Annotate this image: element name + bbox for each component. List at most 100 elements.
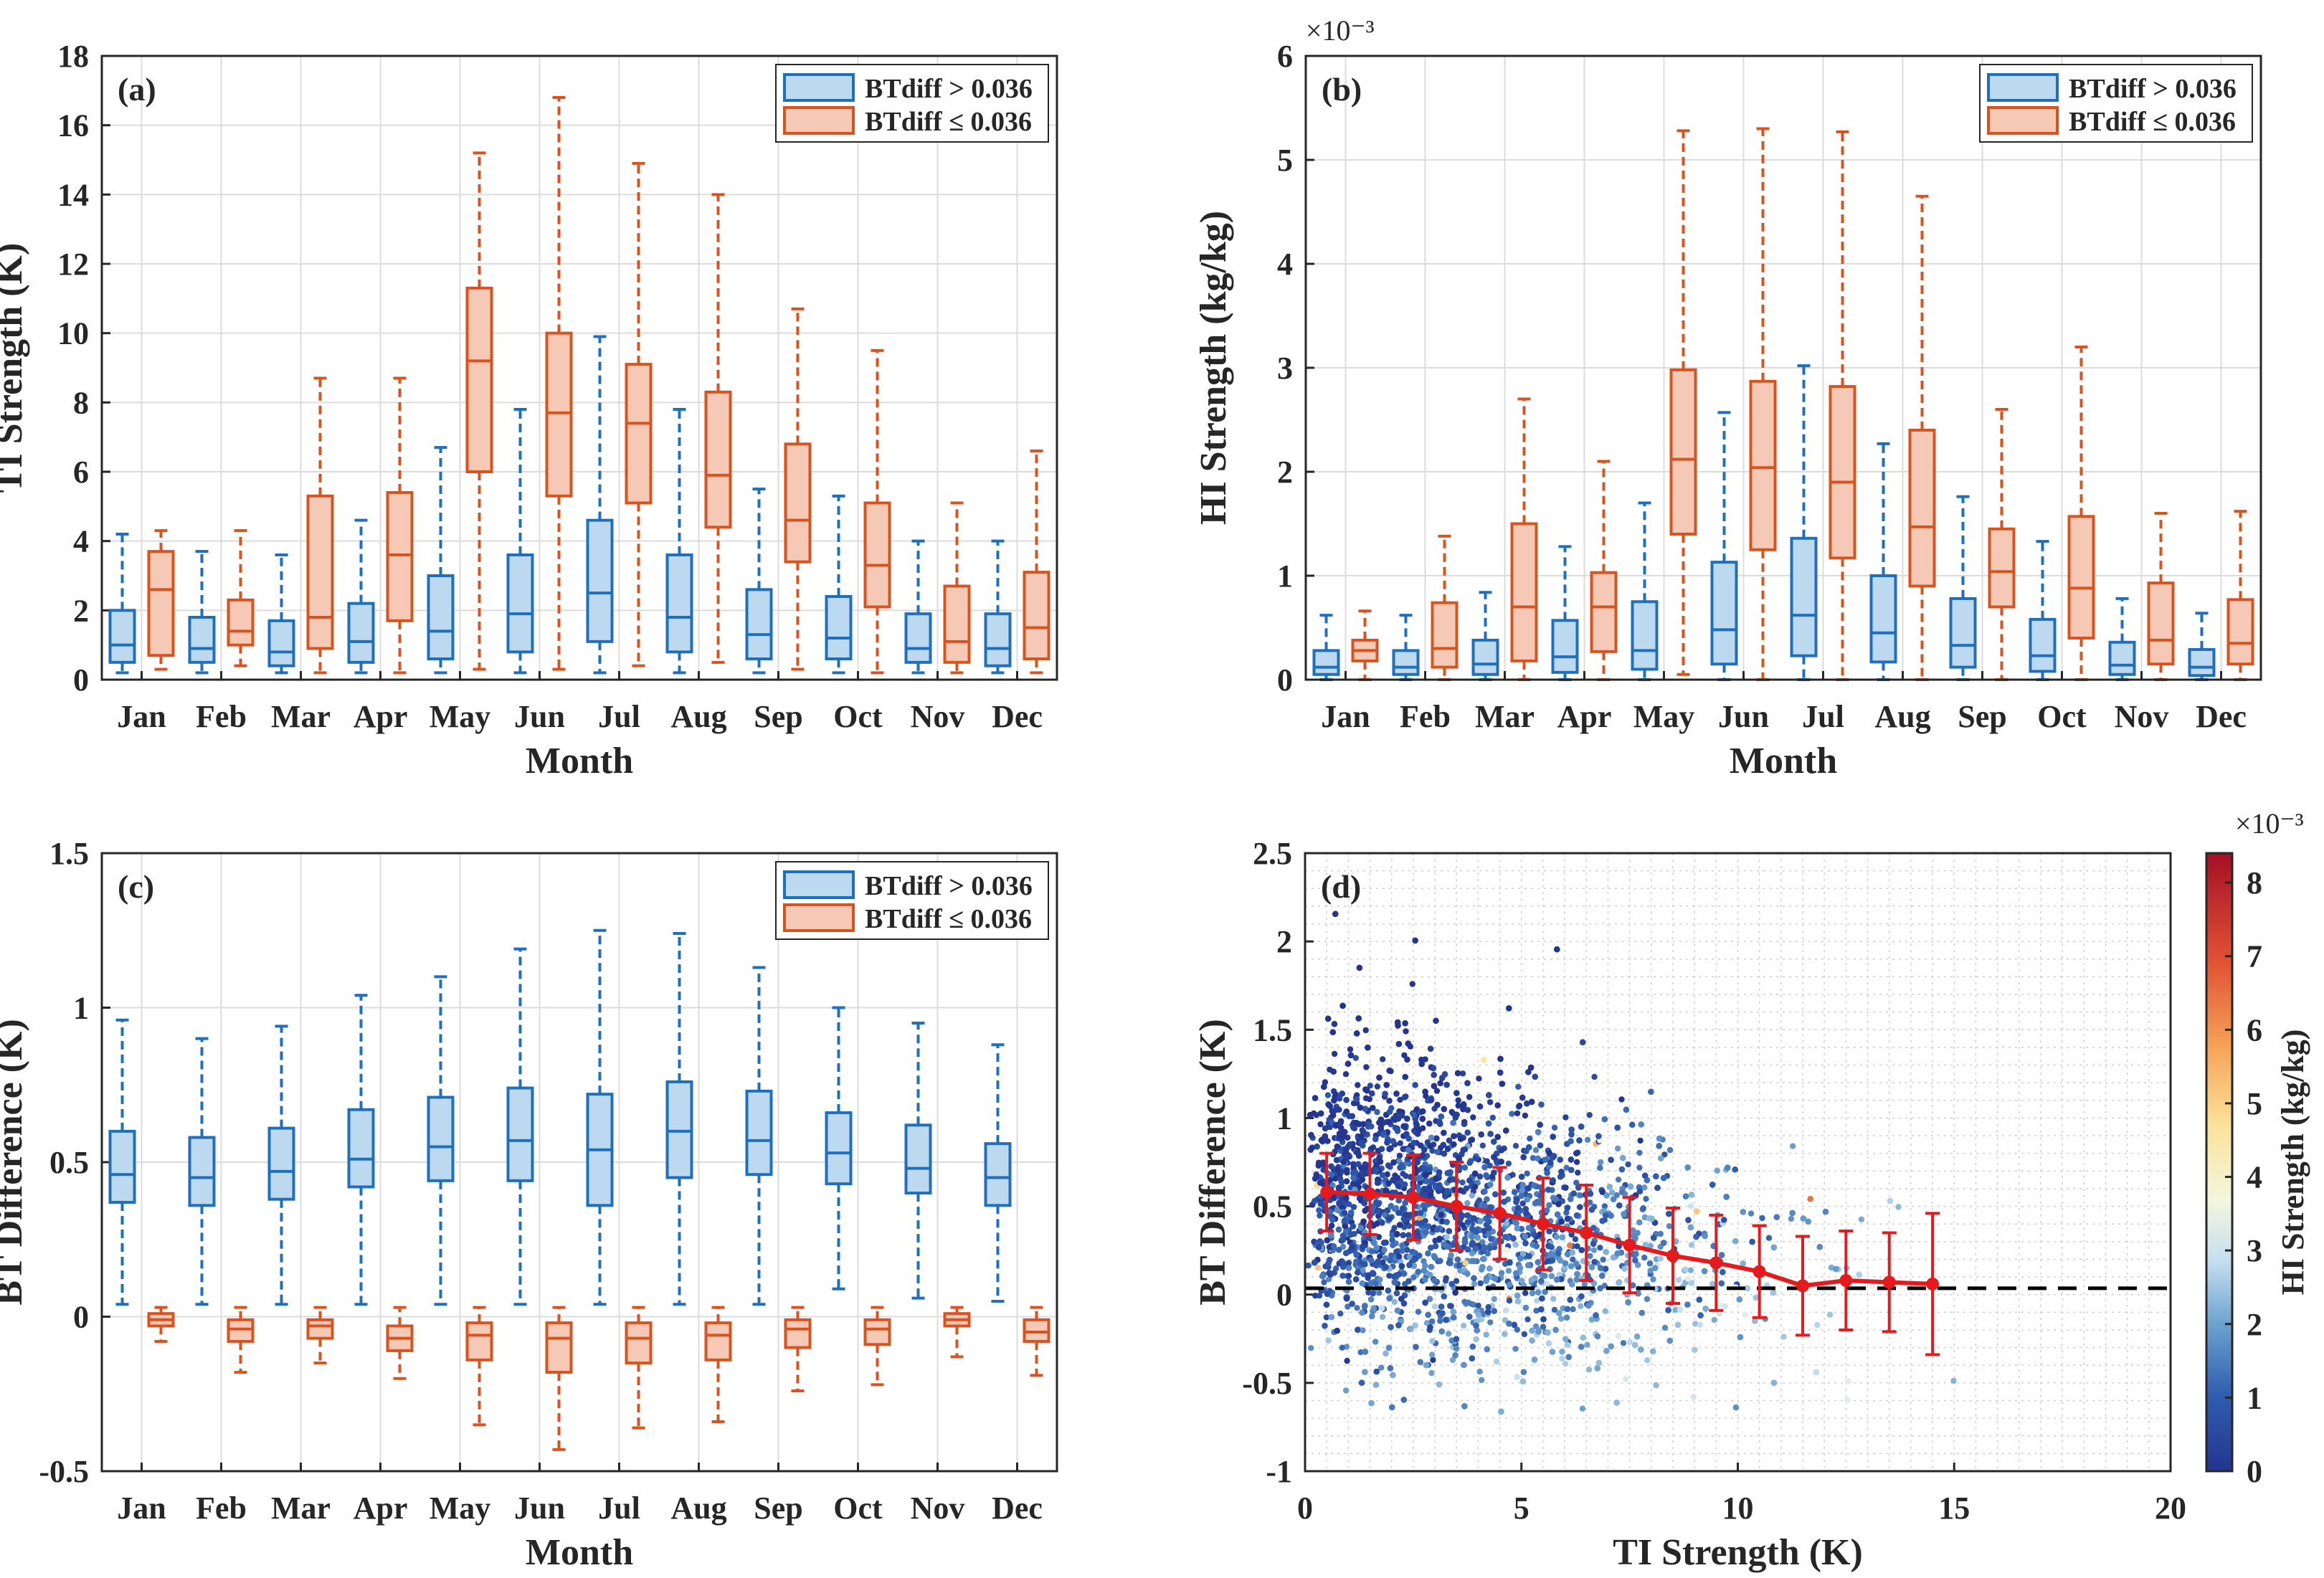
scatter-point [1326,1276,1332,1283]
scatter-point [1562,1114,1569,1121]
panel-b-grid [1306,55,2261,680]
scatter-point [1471,1280,1478,1288]
panel-d-ytick-label: -1 [1266,1454,1292,1489]
scatter-point [1313,1112,1320,1118]
scatter-point [1557,1316,1565,1322]
scatter-point [1551,1124,1558,1131]
box-blue-sep [1949,495,1977,681]
box-orange-sep [784,307,812,671]
scatter-point [1858,1216,1865,1223]
scatter-point [1426,1223,1432,1230]
scatter-point [1644,1357,1651,1364]
scatter-point [1598,1159,1604,1166]
scatter-point [1464,1199,1471,1207]
box-iqr [306,1318,334,1340]
scatter-point [1556,1271,1562,1278]
scatter-point [1826,1311,1834,1318]
panel-c-boxplot: -0.5 0 0.5 1 1.5 Jan Feb Mar Apr May Jun Jul Aug Sep… [0,836,1058,1573]
panel-c-boxes [108,928,1050,1451]
scatter-point [1570,1256,1576,1263]
scatter-point [1512,1346,1519,1352]
panel-c-legend-swatch-high [783,870,855,899]
scatter-point [1572,1236,1579,1242]
panel-a-label: (a) [118,71,156,108]
scatter-point [1401,1052,1408,1059]
box-iqr [465,286,493,473]
panel-d-ytick-label: 0.5 [1253,1189,1292,1225]
box-iqr [386,491,414,622]
scatter-point [1636,1149,1643,1156]
scatter-point [1514,1326,1520,1333]
scatter-point [1444,1146,1451,1153]
scatter-point [1332,1175,1339,1182]
box-iqr [188,1136,216,1207]
box-blue-jun [506,408,534,675]
panel-b-xtick-label: Feb [1400,699,1451,734]
panel-b-ytick-label: 1 [1277,559,1293,594]
scatter-point [1483,1331,1489,1338]
scatter-point [1650,1276,1656,1283]
panel-b-ytick-label: 3 [1277,351,1293,386]
box-orange-jul [625,1306,653,1430]
scatter-point [1527,1135,1533,1142]
box-iqr [2147,581,2175,666]
panel-a-ytick-label: 14 [57,177,89,212]
panel-a-xtick-label: Jan [117,699,166,734]
panel-d-y-tick-labels: -1 -0.5 0 0.5 1 1.5 2 2.5 [1242,836,1314,1489]
box-blue-jan [1312,614,1340,681]
scatter-point [1661,1324,1669,1331]
scatter-point [1615,1177,1622,1183]
panel-c-ytick-label: -0.5 [39,1454,89,1489]
panel-a-xtick-label: Oct [833,699,883,734]
box-blue-may [1631,501,1659,681]
box-orange-may [465,1306,493,1427]
scatter-point [1534,1298,1540,1304]
scatter-point [1385,1162,1392,1169]
scatter-point [1692,1321,1699,1327]
scatter-point [1690,1394,1697,1400]
scatter-point [1423,1320,1431,1326]
panel-d-xtick-label: 20 [2155,1491,2186,1526]
scatter-point [1532,1147,1540,1154]
box-orange-mar [1510,397,1538,681]
scatter-point [1540,1323,1547,1330]
scatter-point [1339,1243,1347,1250]
scatter-point [1389,1237,1395,1243]
box-blue-aug [1869,442,1897,681]
box-blue-sep [745,966,773,1306]
scatter-point [1579,1405,1586,1412]
scatter-point [1429,1147,1436,1154]
scatter-point [1374,1108,1380,1116]
scatter-point [1657,1230,1664,1237]
box-iqr [1510,522,1538,662]
panel-b-x-axis-label: Month [1730,741,1837,781]
scatter-point [1587,1253,1593,1260]
scatter-point [1550,1296,1557,1302]
scatter-point [1687,1267,1694,1274]
panel-c-ytick-label: 0 [73,1300,89,1335]
panel-a-xtick-label: Jul [598,699,640,734]
panel-d-ytick-label: 1.5 [1253,1012,1292,1047]
panel-b-xtick-label: Aug [1874,699,1930,734]
panel-b-ytick-label: 2 [1277,455,1293,490]
scatter-point [1484,1250,1491,1257]
scatter-point [1722,1303,1728,1310]
panel-a-legend-label-low: BTdiff ≤ 0.036 [865,107,1032,137]
box-iqr [2226,598,2254,666]
panel-b-ytick-label: 5 [1277,143,1293,178]
scatter-point [1479,1142,1486,1149]
scatter-point [1644,1296,1651,1303]
box-orange-jun [1749,127,1777,681]
panel-a-legend: BTdiff > 0.036 BTdiff ≤ 0.036 [775,64,1049,143]
panel-d-xtick-label: 0 [1297,1491,1313,1526]
scatter-point [1780,1334,1787,1340]
panel-c-axes-frame [100,852,1058,1473]
scatter-point [1585,1367,1593,1373]
scatter-point [1453,1278,1460,1284]
scatter-point [1479,1377,1485,1384]
scatter-point [1514,1110,1521,1117]
panel-b-xtick-label: May [1633,699,1695,734]
panel-c-x-tick-labels: Jan Feb Mar Apr May Jun Jul Aug Sep Oct Nov Dec [117,1463,1043,1526]
panel-d-scatter: -1-0.500.511.522.5 0 5 10 15 20 (d) TI Stren… [1192,807,2310,1573]
box-orange-nov [2147,512,2175,681]
